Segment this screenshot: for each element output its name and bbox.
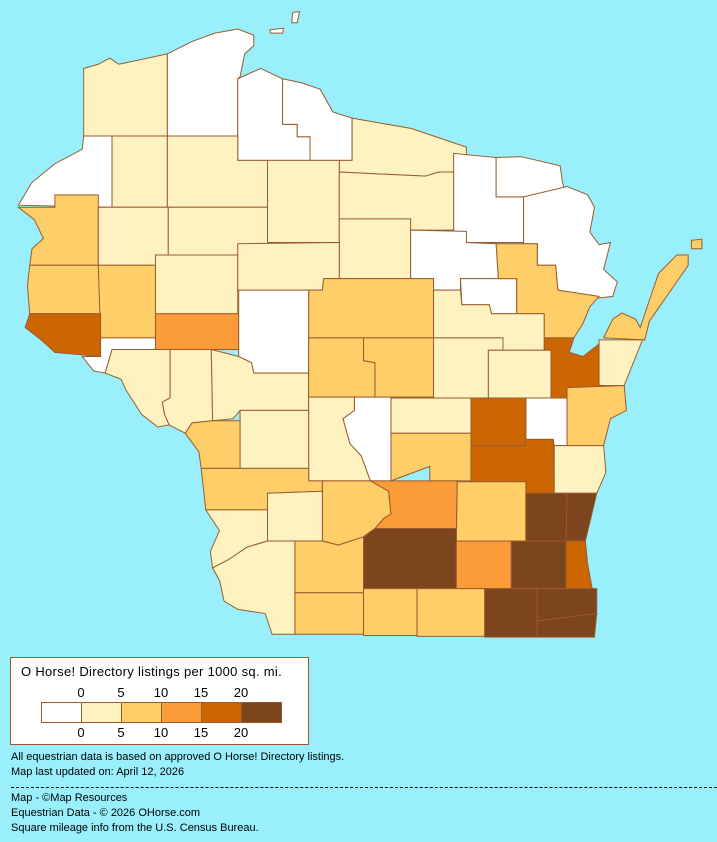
county-region (417, 589, 485, 637)
county-region (155, 314, 238, 350)
tick-label: 10 (153, 725, 169, 740)
tick-label: 5 (117, 725, 125, 740)
legend-swatch (82, 703, 122, 722)
county-region (526, 398, 567, 446)
county-region (511, 541, 566, 589)
county-region (292, 12, 300, 23)
tick-label: 20 (233, 685, 249, 700)
legend-swatch (202, 703, 242, 722)
county-region (185, 421, 240, 469)
tick-label: 20 (233, 725, 249, 740)
county-region (339, 118, 466, 176)
county-region (691, 239, 702, 249)
county-region (604, 255, 689, 340)
county-region (98, 265, 155, 338)
county-region (270, 28, 284, 33)
county-region (25, 314, 100, 357)
data-source-note: All equestrian data is based on approved… (11, 751, 345, 763)
county-region (112, 136, 167, 207)
legend-color-bar (41, 702, 282, 723)
legend-swatch (162, 703, 202, 722)
county-region (485, 589, 538, 638)
county-region (27, 265, 100, 314)
last-updated-note: Map last updated on: April 12, 2026 (11, 766, 185, 778)
county-region (566, 493, 597, 541)
county-region (537, 614, 596, 638)
county-region (526, 493, 567, 541)
county-region (364, 589, 418, 636)
county-region (268, 491, 323, 541)
wisconsin-county-map (0, 0, 717, 650)
map-credit: Map - ©Map Resources (11, 792, 128, 804)
legend-swatch (122, 703, 162, 722)
county-region (295, 593, 364, 634)
county-region (566, 541, 592, 589)
legend-title: O Horse! Directory listings per 1000 sq.… (21, 664, 283, 679)
county-region (471, 398, 526, 446)
legend: O Horse! Directory listings per 1000 sq.… (10, 657, 309, 745)
legend-swatch (42, 703, 82, 722)
tick-label: 10 (153, 685, 169, 700)
county-region (364, 529, 457, 589)
tick-label: 5 (117, 685, 125, 700)
county-region (496, 244, 599, 338)
legend-swatch (242, 703, 281, 722)
tick-label: 0 (77, 725, 85, 740)
census-credit: Square mileage info from the U.S. Census… (11, 822, 259, 834)
county-region (339, 219, 410, 279)
county-region (391, 398, 471, 433)
county-region (84, 54, 168, 136)
county-region (155, 255, 237, 314)
data-credit: Equestrian Data - © 2026 OHorse.com (11, 807, 201, 819)
tick-label: 15 (193, 685, 209, 700)
county-region (239, 290, 309, 373)
divider (11, 787, 717, 788)
county-region (213, 541, 295, 634)
tick-label: 15 (193, 725, 209, 740)
county-region (391, 433, 471, 481)
county-region (295, 537, 364, 593)
county-region (162, 349, 212, 433)
county-region (240, 410, 309, 468)
county-region (456, 541, 511, 589)
county-region (309, 279, 434, 338)
county-region (567, 386, 626, 446)
county-region (105, 349, 170, 427)
county-region (456, 482, 526, 541)
county-region (599, 340, 642, 386)
county-region (554, 446, 606, 494)
county-region (268, 160, 340, 242)
county-region (488, 350, 551, 398)
tick-label: 0 (77, 685, 85, 700)
